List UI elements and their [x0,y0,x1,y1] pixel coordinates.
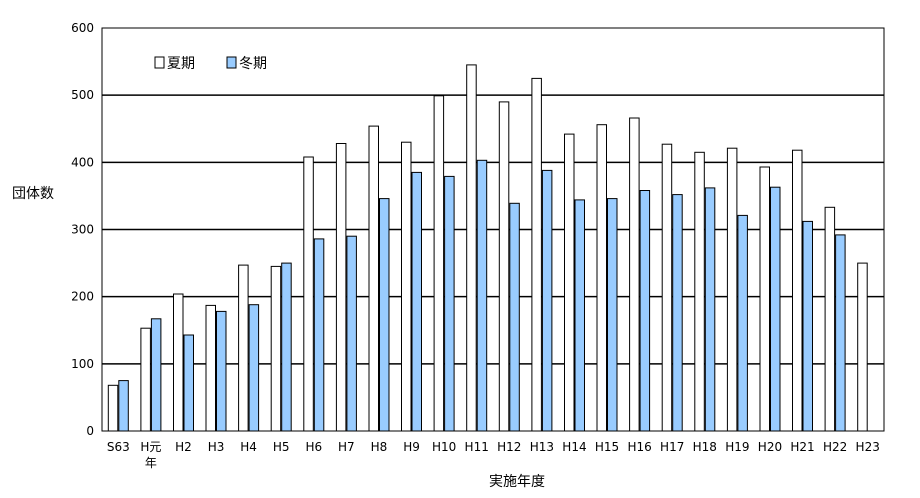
bar-summer [401,141,412,432]
bar-summer [564,133,575,432]
bar-summer [694,151,705,432]
bar-winter [118,380,129,432]
bar-winter [802,220,813,432]
y-tick-label: 0 [86,424,94,438]
y-tick-label: 500 [71,88,94,102]
bar-winter [150,318,162,432]
x-tick-label: H4 [240,440,257,454]
bar-winter [770,186,781,432]
bar-winter [281,262,292,432]
bar-winter [541,169,553,432]
bar-winter [476,159,488,432]
bar-summer [466,64,477,432]
bar-winter [607,198,618,432]
bar-summer [270,265,282,432]
bar-summer [335,143,347,432]
bar-winter [835,234,846,432]
bar-summer [824,206,836,432]
y-tick-label: 200 [71,290,94,304]
bar-winter [737,214,748,432]
x-tick-label: H22 [823,440,847,454]
bar-summer [531,77,542,432]
y-tick-label: 600 [71,21,94,35]
x-tick-label: H10 [432,440,456,454]
bar-winter [216,310,227,432]
y-tick-label: 400 [71,155,94,169]
bar-winter [574,199,585,432]
x-tick-label: H7 [338,440,355,454]
plot-frame [101,27,885,432]
x-tick-label: H5 [273,440,290,454]
bar-summer [140,327,151,432]
bar-summer [433,95,445,432]
x-tick-label: H18 [693,440,717,454]
bar-summer [238,264,249,432]
x-tick-label: H11 [465,440,489,454]
legend-swatch-summer [154,56,165,69]
bar-summer [857,262,868,432]
grid-lines [102,94,884,365]
x-axis-label: 実施年度 [489,474,545,490]
bar-winter [672,194,683,432]
bar-summer [368,125,379,432]
x-tick-label: H21 [790,440,814,454]
bar-summer [629,117,640,432]
x-tick-label: H17 [660,440,684,454]
bar-winter [509,202,520,432]
bar-summer [792,149,803,432]
bar-summer [107,384,119,432]
x-tick-label: H9 [403,440,420,454]
x-tick-label: H12 [497,440,521,454]
x-tick-label: S63 [107,440,130,454]
bar-summer [498,101,510,432]
bar-summer [205,304,216,432]
x-tick-label: H13 [530,440,554,454]
bar-winter [704,187,716,432]
bar-summer [173,293,184,432]
bar-summer [661,143,673,432]
x-tick-label: H19 [725,440,749,454]
bar-winter [379,198,390,432]
x-tick-label: H元年 [140,440,161,470]
bar-winter [248,304,260,432]
bar-winter [346,235,357,432]
x-tick-labels: S63 H元年 H2 H3 H4 H5 H6 H7 H8 H9 H10 H11 H12 H13 H14 H15… [107,440,880,470]
x-tick-label: H16 [627,440,651,454]
bar-winter [313,238,325,432]
x-tick-label: H23 [856,440,880,454]
bar-summer [759,166,770,432]
legend-swatch-winter [226,56,237,69]
y-axis-label: 団体数 [12,186,54,202]
bar-winter [444,175,455,432]
bar-summer [726,147,738,432]
x-tick-label: H8 [371,440,388,454]
x-tick-label: H15 [595,440,619,454]
legend-label: 夏期 [167,56,195,72]
x-tick-label: H3 [208,440,225,454]
y-tick-labels: 0 100 200 300 400 500 600 [71,21,94,438]
y-tick-label: 300 [71,223,94,237]
x-tick-label: H20 [758,440,782,454]
bar-winter [639,190,651,432]
bars [107,64,868,432]
legend-label: 冬期 [239,56,267,72]
bar-summer [596,124,607,432]
bar-summer [303,156,314,432]
y-tick-label: 100 [71,357,94,371]
legend: 夏期 冬期 [154,56,267,72]
x-tick-label: H6 [305,440,322,454]
x-tick-label: H14 [562,440,586,454]
bar-winter [183,334,194,432]
x-tick-label: H2 [175,440,192,454]
bar-winter [411,171,422,432]
